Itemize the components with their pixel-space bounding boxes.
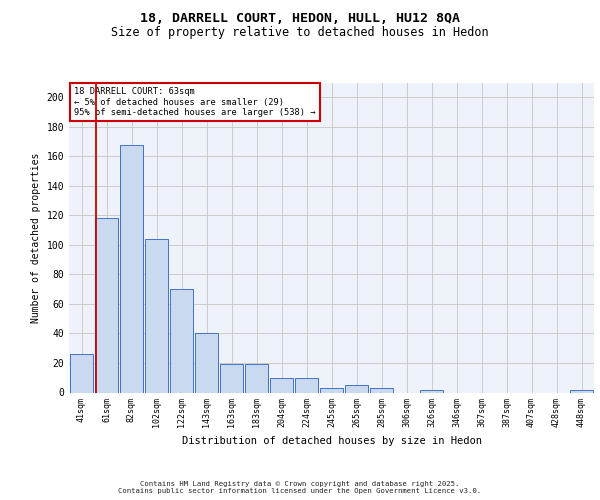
- Bar: [170, 289, 193, 393]
- Bar: [370, 388, 393, 392]
- Bar: [345, 385, 368, 392]
- Bar: [220, 364, 243, 392]
- Bar: [95, 218, 118, 392]
- Bar: [320, 388, 343, 392]
- Text: Size of property relative to detached houses in Hedon: Size of property relative to detached ho…: [111, 26, 489, 39]
- Bar: [245, 364, 268, 392]
- Bar: [195, 334, 218, 392]
- Text: Contains HM Land Registry data © Crown copyright and database right 2025.
Contai: Contains HM Land Registry data © Crown c…: [118, 481, 482, 494]
- Bar: [145, 239, 168, 392]
- Bar: [270, 378, 293, 392]
- Text: 18 DARRELL COURT: 63sqm
← 5% of detached houses are smaller (29)
95% of semi-det: 18 DARRELL COURT: 63sqm ← 5% of detached…: [74, 87, 316, 117]
- Bar: [570, 390, 593, 392]
- Bar: [420, 390, 443, 392]
- Text: 18, DARRELL COURT, HEDON, HULL, HU12 8QA: 18, DARRELL COURT, HEDON, HULL, HU12 8QA: [140, 12, 460, 26]
- X-axis label: Distribution of detached houses by size in Hedon: Distribution of detached houses by size …: [182, 436, 482, 446]
- Y-axis label: Number of detached properties: Number of detached properties: [31, 152, 41, 322]
- Bar: [295, 378, 318, 392]
- Bar: [70, 354, 93, 393]
- Bar: [120, 144, 143, 392]
